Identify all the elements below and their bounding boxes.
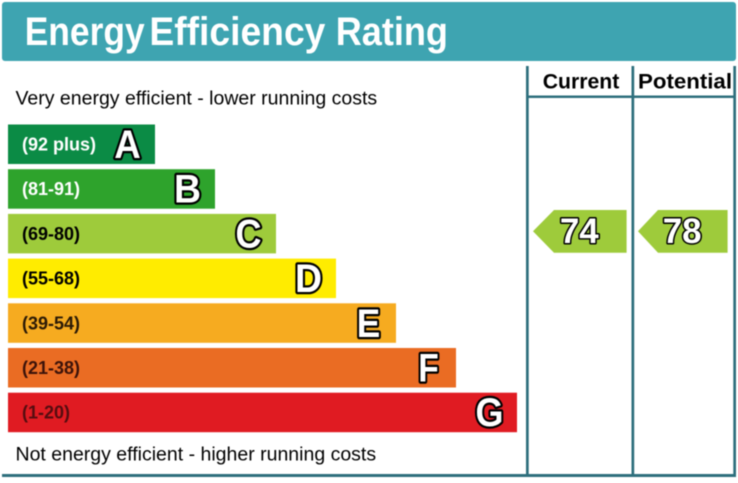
svg-text:(55-68): (55-68)	[22, 269, 80, 289]
svg-text:Very energy efficient - lower: Very energy efficient - lower running co…	[16, 87, 378, 109]
svg-text:74: 74	[560, 212, 599, 251]
svg-text:Rating: Rating	[336, 10, 448, 54]
svg-text:(69-80): (69-80)	[22, 224, 80, 244]
svg-text:Energy: Energy	[25, 10, 145, 54]
svg-text:(81-91): (81-91)	[22, 179, 80, 199]
svg-text:(1-20): (1-20)	[22, 403, 70, 423]
svg-text:Current: Current	[543, 71, 620, 94]
svg-text:Efficiency: Efficiency	[149, 10, 325, 54]
svg-text:D: D	[295, 257, 322, 301]
svg-text:(39-54): (39-54)	[22, 313, 80, 333]
svg-text:C: C	[236, 212, 262, 256]
svg-text:G: G	[476, 391, 504, 435]
svg-text:F: F	[418, 347, 439, 391]
svg-text:(92 plus): (92 plus)	[22, 135, 96, 155]
svg-text:B: B	[174, 168, 201, 212]
svg-text:Not energy efficient - higher: Not energy efficient - higher running co…	[16, 443, 377, 465]
svg-text:78: 78	[663, 212, 702, 251]
svg-text:E: E	[357, 302, 381, 346]
svg-text:A: A	[114, 123, 141, 167]
svg-text:(21-38): (21-38)	[22, 358, 80, 378]
svg-text:Potential: Potential	[638, 71, 732, 94]
